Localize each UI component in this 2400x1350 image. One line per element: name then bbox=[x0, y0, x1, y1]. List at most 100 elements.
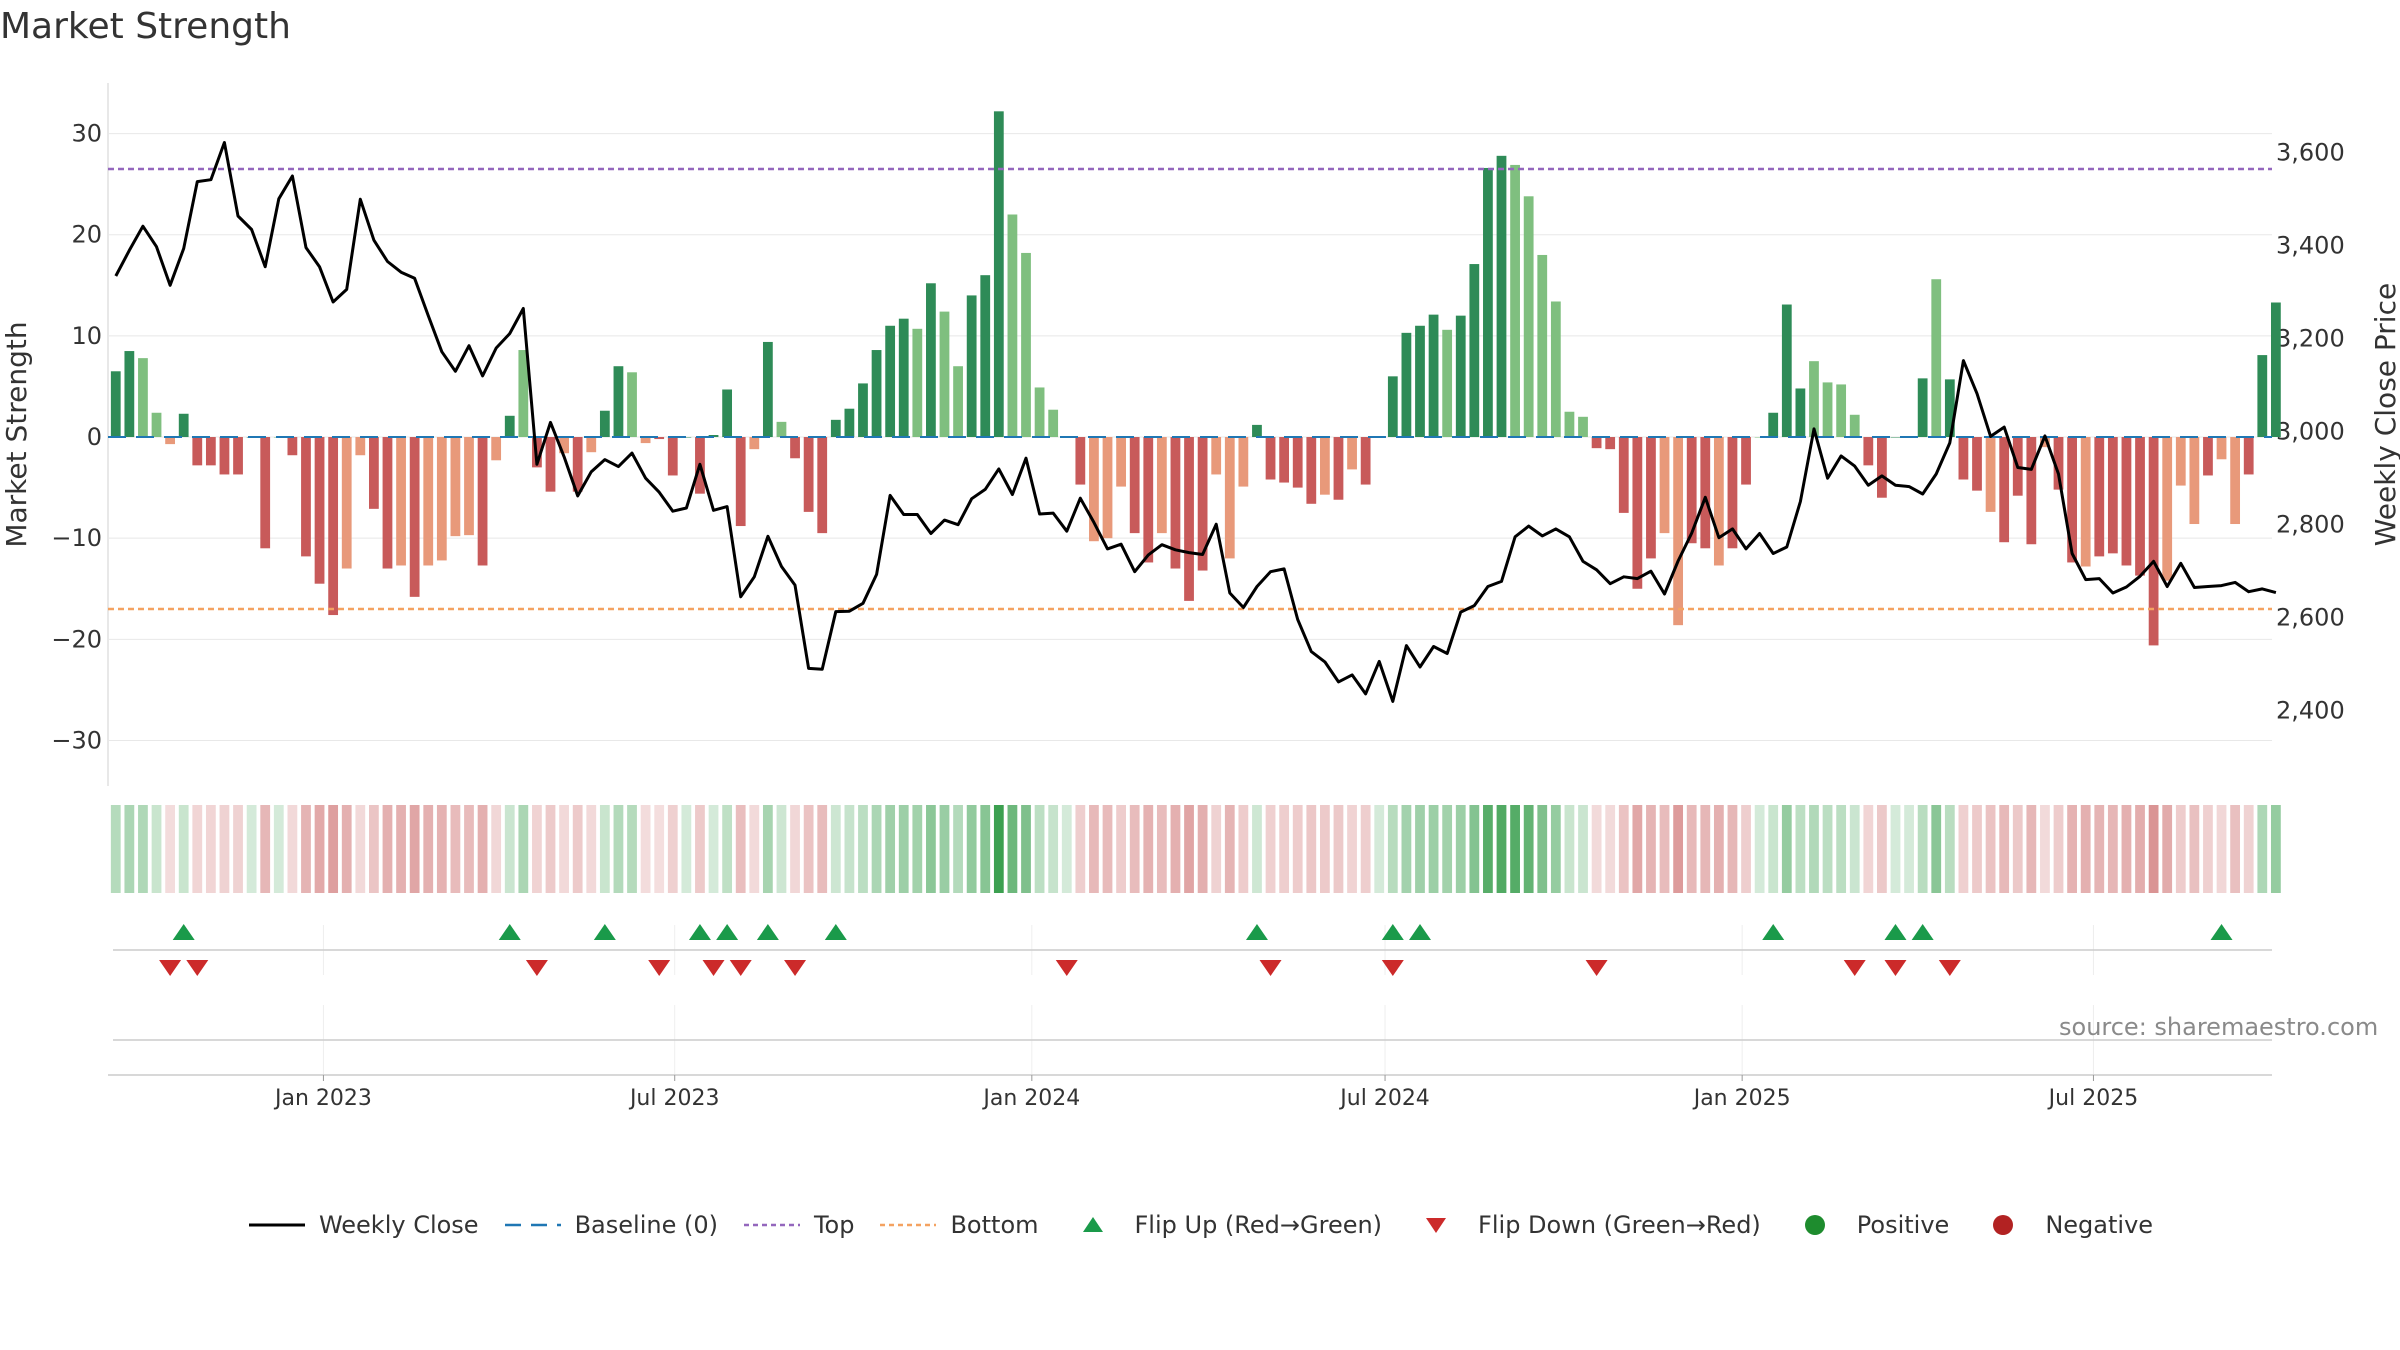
heat-cell bbox=[314, 805, 325, 893]
heat-cell bbox=[1455, 805, 1466, 893]
heat-cell bbox=[151, 805, 162, 893]
legend-swatch bbox=[880, 1223, 937, 1227]
heat-cell bbox=[477, 805, 488, 893]
strength-bar bbox=[355, 437, 366, 456]
heat-cell bbox=[1618, 805, 1629, 893]
heat-cell bbox=[681, 805, 692, 893]
strength-bar bbox=[382, 437, 393, 569]
strength-bar bbox=[1224, 437, 1235, 559]
legend-item-negative[interactable]: Negative bbox=[1973, 1211, 2153, 1239]
legend-item-bottom[interactable]: Bottom bbox=[878, 1211, 1039, 1239]
strength-bar bbox=[640, 437, 651, 444]
heat-cell bbox=[2270, 805, 2281, 893]
strength-bar bbox=[1741, 437, 1751, 485]
legend-item-positive[interactable]: Positive bbox=[1785, 1211, 1949, 1239]
strength-bar bbox=[409, 437, 420, 597]
strength-bar bbox=[464, 437, 474, 536]
strength-bar bbox=[599, 410, 610, 438]
heat-cell bbox=[871, 805, 882, 893]
strength-bar bbox=[1007, 214, 1018, 438]
legend-swatch bbox=[504, 1223, 561, 1227]
heat-cell bbox=[830, 805, 841, 893]
strength-bar bbox=[871, 350, 882, 438]
heat-cell bbox=[1781, 805, 1792, 893]
legend-label: Negative bbox=[2045, 1211, 2154, 1239]
heat-cell bbox=[980, 805, 991, 893]
heat-cell bbox=[2230, 805, 2241, 893]
heat-cell bbox=[559, 805, 569, 893]
flip-down-marker bbox=[1381, 960, 1404, 976]
strength-bar bbox=[219, 437, 230, 475]
legend-item-flip-down[interactable]: Flip Down (Green→Red) bbox=[1406, 1211, 1761, 1239]
heat-cell bbox=[205, 805, 216, 893]
strength-bar bbox=[2148, 437, 2159, 646]
strength-bar bbox=[1048, 409, 1059, 438]
strength-bar bbox=[1917, 378, 1928, 438]
strength-bar bbox=[627, 372, 637, 438]
legend-item-weekly-close[interactable]: Weekly Close bbox=[247, 1211, 479, 1239]
flip-down-marker bbox=[729, 960, 752, 976]
strength-bar bbox=[1265, 437, 1276, 480]
y-tick-label: −30 bbox=[51, 726, 102, 754]
y-tick-label: −20 bbox=[51, 625, 102, 653]
legend-label: Top bbox=[813, 1211, 855, 1239]
heat-cell bbox=[1591, 805, 1602, 893]
heat-cell bbox=[2216, 805, 2227, 893]
y-tick-label: −10 bbox=[51, 524, 102, 552]
heat-cell bbox=[2257, 805, 2268, 893]
heat-cell bbox=[1116, 805, 1126, 893]
heat-cell bbox=[1877, 805, 1887, 893]
heat-cell bbox=[273, 805, 284, 893]
strength-bar bbox=[1442, 329, 1453, 438]
heat-cell bbox=[1727, 805, 1738, 893]
strength-bar bbox=[912, 328, 923, 438]
heat-cell bbox=[966, 805, 977, 893]
strength-bar bbox=[898, 318, 909, 438]
strength-bar bbox=[1890, 437, 1901, 438]
strength-bar bbox=[735, 437, 746, 527]
flip-up-marker bbox=[1245, 924, 1268, 940]
heat-cell bbox=[396, 805, 406, 893]
strength-bar bbox=[341, 437, 352, 569]
heat-cell bbox=[1415, 805, 1425, 893]
strength-bar bbox=[1428, 314, 1439, 438]
heat-cell bbox=[708, 805, 719, 893]
heat-cell bbox=[1170, 805, 1181, 893]
x-tick-label: Jul 2025 bbox=[2047, 1086, 2139, 1111]
strength-bar bbox=[368, 437, 379, 509]
legend-swatch bbox=[1426, 1218, 1447, 1233]
strength-bar bbox=[110, 371, 121, 438]
heat-cell bbox=[1550, 805, 1561, 893]
strength-bar bbox=[2189, 437, 2200, 525]
heat-cell bbox=[1021, 805, 1031, 893]
legend-item-top[interactable]: Top bbox=[742, 1211, 855, 1239]
legend-label: Bottom bbox=[950, 1211, 1039, 1239]
strength-bar bbox=[1401, 332, 1412, 438]
strength-bar bbox=[301, 437, 311, 557]
heat-cell bbox=[1646, 805, 1656, 893]
strength-bar bbox=[776, 421, 787, 438]
heat-cell bbox=[1265, 805, 1276, 893]
strength-bar bbox=[2216, 437, 2227, 460]
strength-bar bbox=[817, 437, 828, 534]
x-tick-label: Jan 2023 bbox=[273, 1086, 372, 1111]
legend-label: Flip Down (Green→Red) bbox=[1478, 1211, 1761, 1239]
strength-bar bbox=[2067, 437, 2077, 563]
strength-bar bbox=[477, 437, 488, 566]
legend-item-flip-up[interactable]: Flip Up (Red→Green) bbox=[1063, 1211, 1382, 1239]
strength-bar bbox=[803, 437, 814, 512]
flip-up-marker bbox=[1408, 924, 1431, 940]
strength-bar bbox=[1252, 424, 1262, 438]
heat-cell bbox=[1809, 805, 1819, 893]
heat-cell bbox=[1795, 805, 1806, 893]
heat-cell bbox=[1360, 805, 1371, 893]
heat-cell bbox=[2203, 805, 2213, 893]
strength-bar bbox=[545, 437, 556, 492]
legend-item-baseline[interactable]: Baseline (0) bbox=[503, 1211, 718, 1239]
heat-cell bbox=[844, 805, 855, 893]
chart-title: Market Strength bbox=[0, 6, 291, 47]
strength-bar bbox=[2094, 437, 2105, 557]
heat-cell bbox=[1252, 805, 1262, 893]
heat-cell bbox=[192, 805, 203, 893]
strength-bar bbox=[844, 408, 855, 438]
